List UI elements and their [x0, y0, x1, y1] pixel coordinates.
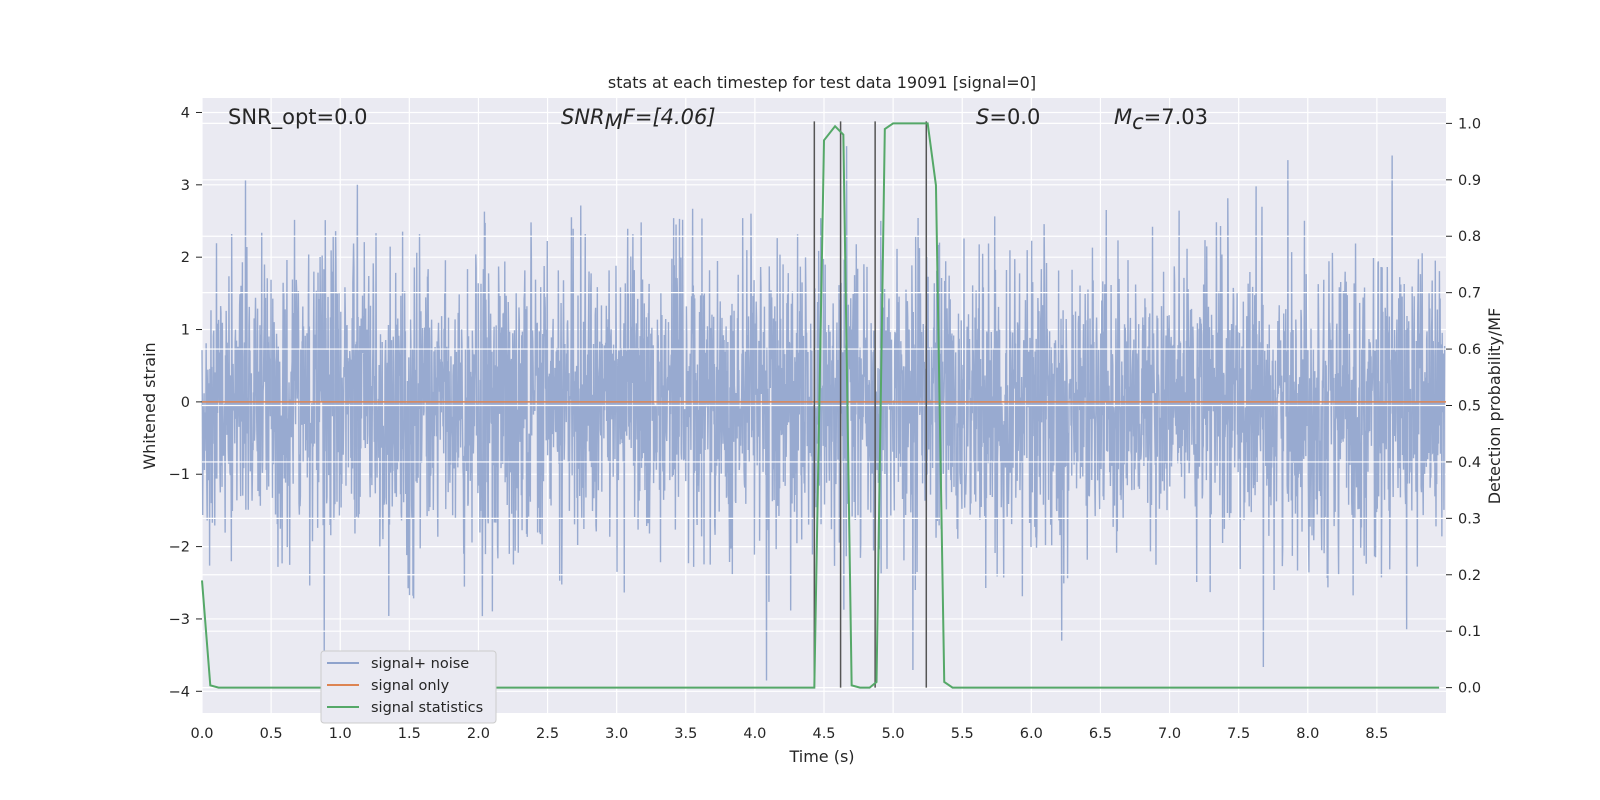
- x-tick-label: 0.0: [190, 726, 213, 742]
- y-right-tick-label: 0.4: [1458, 455, 1481, 471]
- y-right-tick-label: 0.5: [1458, 399, 1481, 415]
- annotation-snr-mf-rest: F=[4.06]: [623, 105, 716, 129]
- x-tick-label: 5.5: [951, 726, 974, 742]
- legend: signal+ noise signal only signal statist…: [320, 650, 497, 724]
- x-tick-label: 8.0: [1296, 726, 1319, 742]
- y-axis-right-ticks: 0.0 0.1 0.2 0.3 0.4 0.5 0.6 0.7 0.8 0.9 1.0: [1446, 116, 1481, 697]
- y-left-tick-label: −2: [169, 540, 190, 556]
- x-tick-label: 0.5: [260, 726, 283, 742]
- y-right-tick-label: 0.3: [1458, 511, 1481, 527]
- annotation-snr-mf-main: SNR: [561, 105, 605, 129]
- annotation-mc-rest: =7.03: [1144, 105, 1208, 129]
- x-tick-label: 7.5: [1227, 726, 1250, 742]
- annotation-snr-opt: SNR_opt=0.0: [228, 105, 368, 130]
- x-tick-label: 8.5: [1365, 726, 1388, 742]
- x-tick-label: 2.5: [536, 726, 559, 742]
- x-tick-label: 2.0: [467, 726, 490, 742]
- annotation-snr-mf: SNRMF=[4.06]: [561, 105, 716, 134]
- x-tick-label: 3.0: [605, 726, 628, 742]
- y-right-tick-label: 0.8: [1458, 229, 1481, 245]
- y-axis-left-label: Whitened strain: [140, 342, 159, 469]
- x-axis-label: Time (s): [788, 747, 854, 766]
- line-signal-statistics: [201, 122, 1440, 689]
- line-signal-noise: [201, 146, 1446, 681]
- y-left-tick-label: −4: [169, 684, 190, 700]
- annotation-s-rest: =0.0: [989, 105, 1040, 129]
- x-tick-label: 5.0: [882, 726, 905, 742]
- x-tick-label: 6.0: [1020, 726, 1043, 742]
- x-tick-label: 4.5: [812, 726, 835, 742]
- y-left-tick-label: 2: [181, 250, 190, 266]
- legend-label-signal-statistics: signal statistics: [371, 700, 483, 716]
- annotation-s-main: S: [976, 105, 989, 129]
- x-tick-label: 7.0: [1158, 726, 1181, 742]
- x-tick-label: 3.5: [674, 726, 697, 742]
- x-axis-ticks: 0.0 0.5 1.0 1.5 2.0 2.5 3.0 3.5 4.0 4.5 5.0 5.5 6.0 6…: [190, 726, 1388, 742]
- y-right-tick-label: 1.0: [1458, 116, 1481, 132]
- annotation-s: S=0.0: [976, 105, 1040, 129]
- y-left-tick-label: 0: [181, 395, 190, 411]
- y-left-tick-label: 4: [181, 105, 190, 121]
- y-axis-left-ticks: −4 −3 −2 −1 0 1 2 3 4: [169, 105, 202, 700]
- y-right-tick-label: 0.2: [1458, 568, 1481, 584]
- y-axis-right-label: Detection probability/MF: [1485, 308, 1504, 505]
- annotation-snr-mf-sub: M: [605, 110, 623, 134]
- legend-box: [320, 650, 497, 724]
- y-left-tick-label: −1: [169, 467, 190, 483]
- x-tick-label: 4.0: [743, 726, 766, 742]
- y-left-tick-label: 1: [181, 323, 190, 339]
- y-right-tick-label: 0.6: [1458, 342, 1481, 358]
- x-tick-label: 6.5: [1089, 726, 1112, 742]
- y-left-tick-label: 3: [181, 178, 190, 194]
- legend-label-signal-only: signal only: [371, 678, 450, 694]
- annotation-mc-sub: c: [1132, 110, 1144, 134]
- chart-title: stats at each timestep for test data 190…: [608, 73, 1036, 92]
- y-left-tick-label: −3: [169, 612, 190, 628]
- x-tick-label: 1.0: [329, 726, 352, 742]
- legend-label-signal-noise: signal+ noise: [371, 656, 469, 672]
- y-right-tick-label: 0.7: [1458, 286, 1481, 302]
- y-right-tick-label: 0.0: [1458, 681, 1481, 697]
- annotation-mc-main: M: [1114, 105, 1132, 129]
- series-signal-noise: [201, 146, 1446, 681]
- series-signal-statistics: [201, 122, 1440, 689]
- y-right-tick-label: 0.1: [1458, 624, 1481, 640]
- vertical-lines: [813, 121, 928, 688]
- annotation-mc: Mc=7.03: [1114, 105, 1208, 134]
- y-right-tick-label: 0.9: [1458, 173, 1481, 189]
- x-tick-label: 1.5: [398, 726, 421, 742]
